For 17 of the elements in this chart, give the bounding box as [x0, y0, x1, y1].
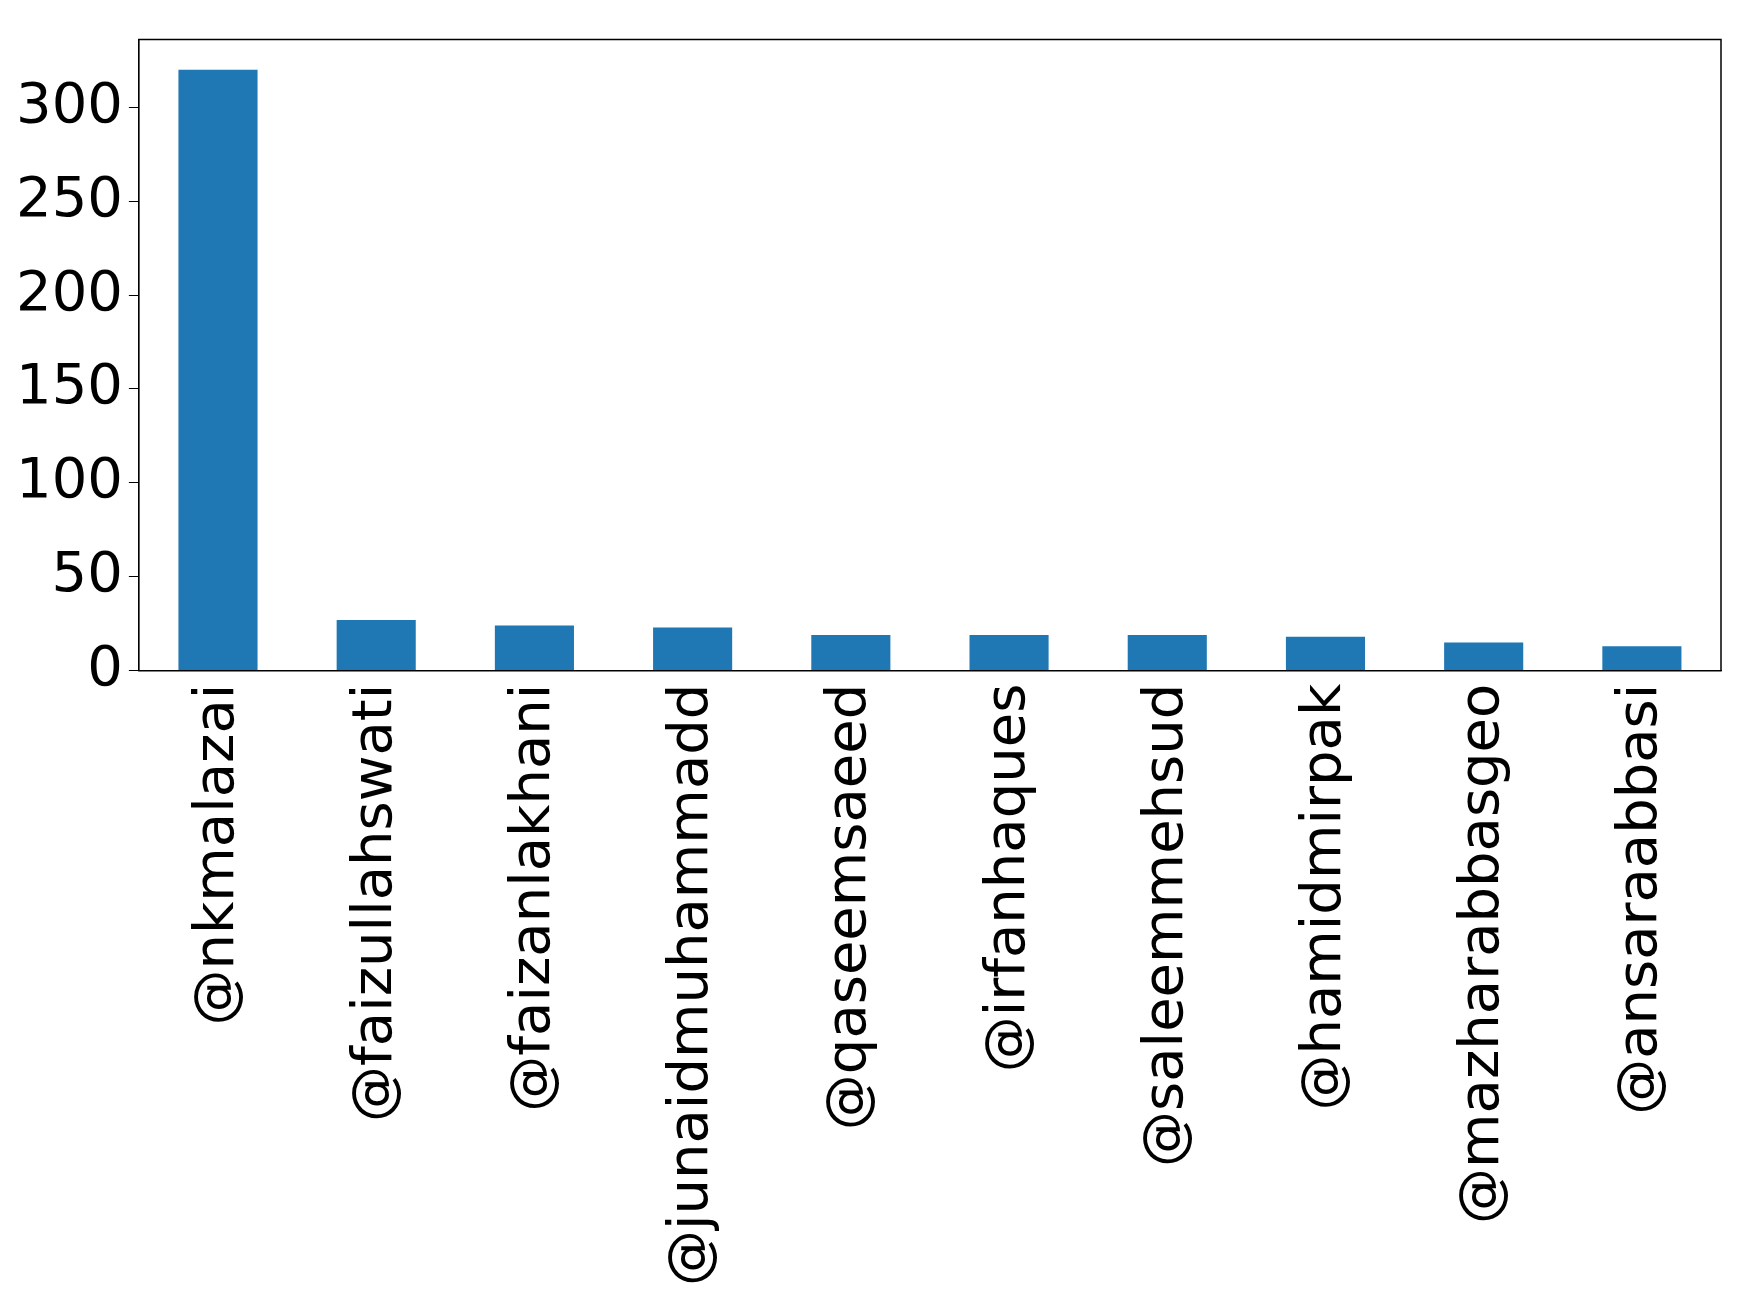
x-tick-label: @junaidmuhammadd [655, 683, 721, 1286]
x-tick-label: @hamidmirpak [1288, 683, 1354, 1111]
x-tick-label: @saleemmehsud [1129, 683, 1195, 1167]
x-tick-label: @irfanhaques [971, 683, 1037, 1073]
y-tick-label: 0 [87, 633, 123, 699]
y-tick-label: 250 [16, 163, 123, 229]
x-tick-label: @qaseemsaeed [813, 683, 879, 1131]
y-tick-label: 100 [16, 445, 123, 511]
y-tick-label: 200 [16, 257, 123, 323]
x-tick-label: @mazharabbasgeo [1446, 683, 1512, 1224]
x-tick-label: @faizanlakhani [496, 683, 562, 1112]
x-tick-label: @nkmalazai [180, 683, 246, 1026]
y-tick-label: 50 [51, 539, 123, 605]
y-tick-label: 150 [16, 351, 123, 417]
x-tick-label: @faizullahswati [338, 683, 404, 1122]
x-tick-label: @ansaraabbasi [1604, 683, 1670, 1115]
y-tick-label: 300 [16, 69, 123, 135]
